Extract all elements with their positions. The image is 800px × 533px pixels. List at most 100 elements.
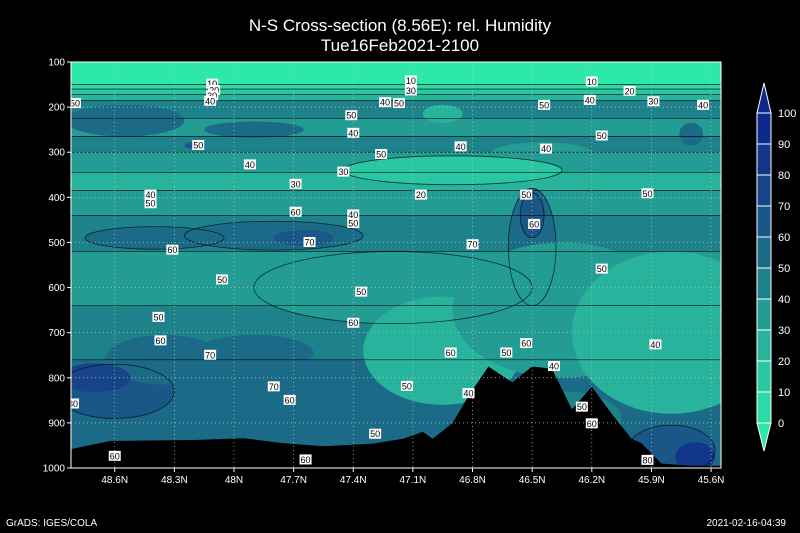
contour-label: 60: [167, 245, 177, 255]
contour-label: 50: [376, 150, 386, 160]
contour-label-bg: [154, 335, 167, 346]
contour-label-bg: [192, 140, 205, 151]
humidity-cell: [343, 155, 562, 185]
contour-label-bg: [206, 78, 219, 89]
contour-label: 50: [348, 219, 358, 229]
colorbar-label: 10: [778, 387, 790, 399]
y-tick-label: 1000: [43, 464, 66, 475]
humidity-cell: [679, 122, 704, 146]
contour-label: 60: [291, 207, 301, 217]
x-tick-label: 47.4N: [340, 475, 367, 486]
humidity-band: [71, 62, 721, 85]
contour-label: 40: [348, 210, 358, 220]
y-tick-label: 900: [48, 418, 65, 429]
contour-label: 50: [501, 348, 511, 358]
humidity-cell: [675, 442, 716, 468]
contour-label-bg: [204, 95, 217, 106]
contour-label: 50: [394, 99, 404, 109]
contour-label-bg: [595, 130, 608, 141]
contour-label-bg: [548, 361, 561, 372]
humidity-cell: [194, 334, 314, 372]
contour-label: 40: [146, 190, 156, 200]
y-axis: 100 200 300 400 500 600 700 800 900 1000: [43, 58, 71, 475]
contour-label-bg: [71, 98, 81, 109]
contour-label: 40: [541, 144, 551, 154]
y-tick-label: 500: [48, 238, 65, 249]
contour-label-bg: [466, 239, 479, 250]
contour-label-bg: [520, 189, 533, 200]
contour-label: 70: [468, 240, 478, 250]
contour-label: 50: [539, 100, 549, 110]
x-tick-label: 48.3N: [161, 475, 188, 486]
contour-label: 50: [597, 131, 607, 141]
contour-label-bg: [647, 96, 660, 107]
contour-label: 70: [205, 350, 215, 360]
contour-label: 60: [285, 395, 295, 405]
contour-label: 60: [155, 336, 165, 346]
contour-label-bg: [369, 428, 382, 439]
footer-timestamp: 2021-02-16-04:39: [706, 518, 786, 529]
contour-label: 50: [193, 141, 203, 151]
contour-label: 20: [625, 86, 635, 96]
contour-label: 60: [521, 339, 531, 349]
contour-label: 50: [597, 264, 607, 274]
contour-label-bg: [347, 317, 360, 328]
contour-line: [253, 251, 533, 325]
contour-label-bg: [345, 110, 358, 121]
contour-label-bg: [289, 178, 302, 189]
contour-label-bg: [206, 90, 219, 101]
contour-label-bg: [575, 401, 588, 412]
contour-label: 30: [338, 167, 348, 177]
x-tick-label: 46.5N: [519, 475, 546, 486]
contour-label-bg: [404, 85, 417, 96]
humidity-band: [71, 100, 721, 119]
y-tick-label: 600: [48, 283, 65, 294]
contour-label-bg: [108, 450, 121, 461]
colorbar-upper-arrow: [756, 82, 772, 114]
plot-frame: [70, 61, 722, 469]
y-tick-label: 300: [48, 148, 65, 159]
humidity-cell: [71, 104, 185, 137]
contour-label-bg: [538, 99, 551, 110]
humidity-band: [71, 84, 721, 90]
colorbar-segment: [756, 329, 772, 362]
contour-label: 50: [521, 190, 531, 200]
contour-label: 50: [642, 189, 652, 199]
contour-label: 80: [642, 455, 652, 465]
contour-label: 50: [146, 199, 156, 209]
contour-label: 10: [207, 79, 217, 89]
contour-label-bg: [414, 189, 427, 200]
colorbar: 0 10 20 30 40 50 60 70 80 90 100: [756, 82, 796, 452]
x-tick-label: 48.6N: [101, 475, 128, 486]
contour-label: 50: [153, 312, 163, 322]
contour-label: 10: [587, 77, 597, 87]
contour-label: 10: [406, 76, 416, 86]
colorbar-label: 30: [778, 325, 790, 337]
contour-label-bg: [144, 198, 157, 209]
contour-label-bg: [528, 218, 541, 229]
colorbar-label: 60: [778, 232, 790, 244]
contour-line: [507, 187, 557, 306]
contour-label: 60: [446, 348, 456, 358]
contour-label: 60: [587, 419, 597, 429]
contour-label-bg: [404, 75, 417, 86]
contour-label: 40: [464, 389, 474, 399]
contour-label-bg: [649, 339, 662, 350]
contour-label-bg: [71, 398, 79, 409]
colorbar-segment: [756, 174, 772, 207]
contour-label-bg: [216, 274, 229, 285]
contour-label-bg: [208, 84, 221, 95]
contour-label: 20: [416, 190, 426, 200]
contour-label: 50: [402, 381, 412, 391]
contour-label: 50: [356, 287, 366, 297]
contour-label-bg: [583, 94, 596, 105]
colorbar-segment: [756, 143, 772, 176]
contour-label: 60: [529, 219, 539, 229]
contour-label: 30: [406, 86, 416, 96]
contour-label-bg: [540, 143, 553, 154]
contour-label-bg: [347, 218, 360, 229]
humidity-cell: [204, 121, 304, 138]
contour-line: [84, 226, 225, 250]
x-axis: 48.6N 48.3N 48N 47.7N 47.4N 47.1N 46.8N 46.5N 46…: [101, 468, 724, 486]
x-tick-label: 46.8N: [459, 475, 486, 486]
